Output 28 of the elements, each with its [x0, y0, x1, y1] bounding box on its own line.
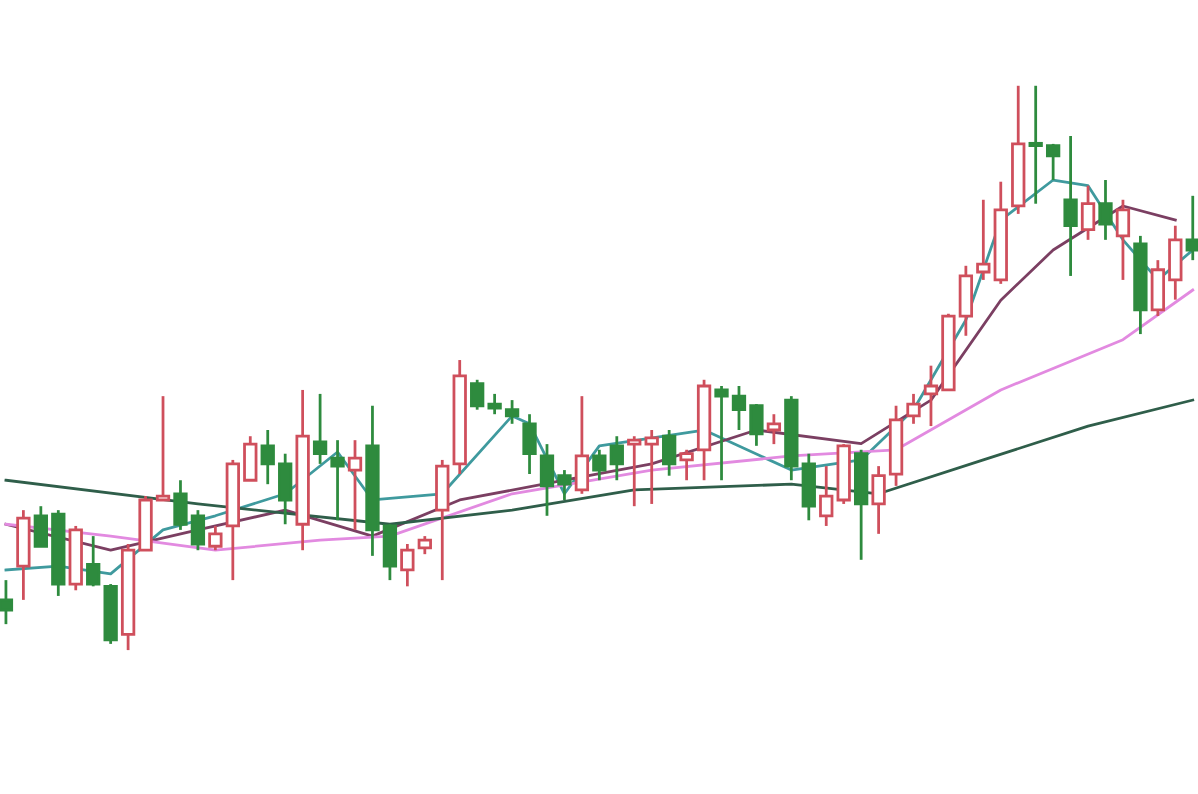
candlestick [1080, 184, 1096, 242]
candlestick [627, 434, 642, 508]
candlestick [766, 412, 782, 446]
candlestick [819, 464, 834, 528]
candlestick [208, 524, 223, 552]
candlestick [976, 198, 991, 282]
candlestick [1098, 178, 1113, 242]
candlestick [400, 542, 415, 588]
candlestick [86, 534, 101, 588]
candlestick [417, 534, 432, 556]
candlestick [662, 428, 677, 478]
candlestick [16, 508, 31, 602]
candlestick [330, 438, 345, 522]
candlestick [1063, 134, 1078, 278]
candlestick [644, 428, 659, 506]
candlestick [312, 392, 328, 466]
candlestick [347, 438, 363, 532]
candlestick [1115, 198, 1131, 282]
candlestick [0, 578, 14, 626]
candlestick [1185, 194, 1198, 262]
candlestick [801, 452, 816, 522]
candlestick [574, 394, 590, 496]
candlestick [609, 434, 624, 482]
candlestick [522, 412, 537, 476]
candlestick [435, 458, 450, 582]
candlestick [592, 448, 607, 482]
candlestick [906, 392, 921, 426]
candlestick [679, 448, 694, 482]
